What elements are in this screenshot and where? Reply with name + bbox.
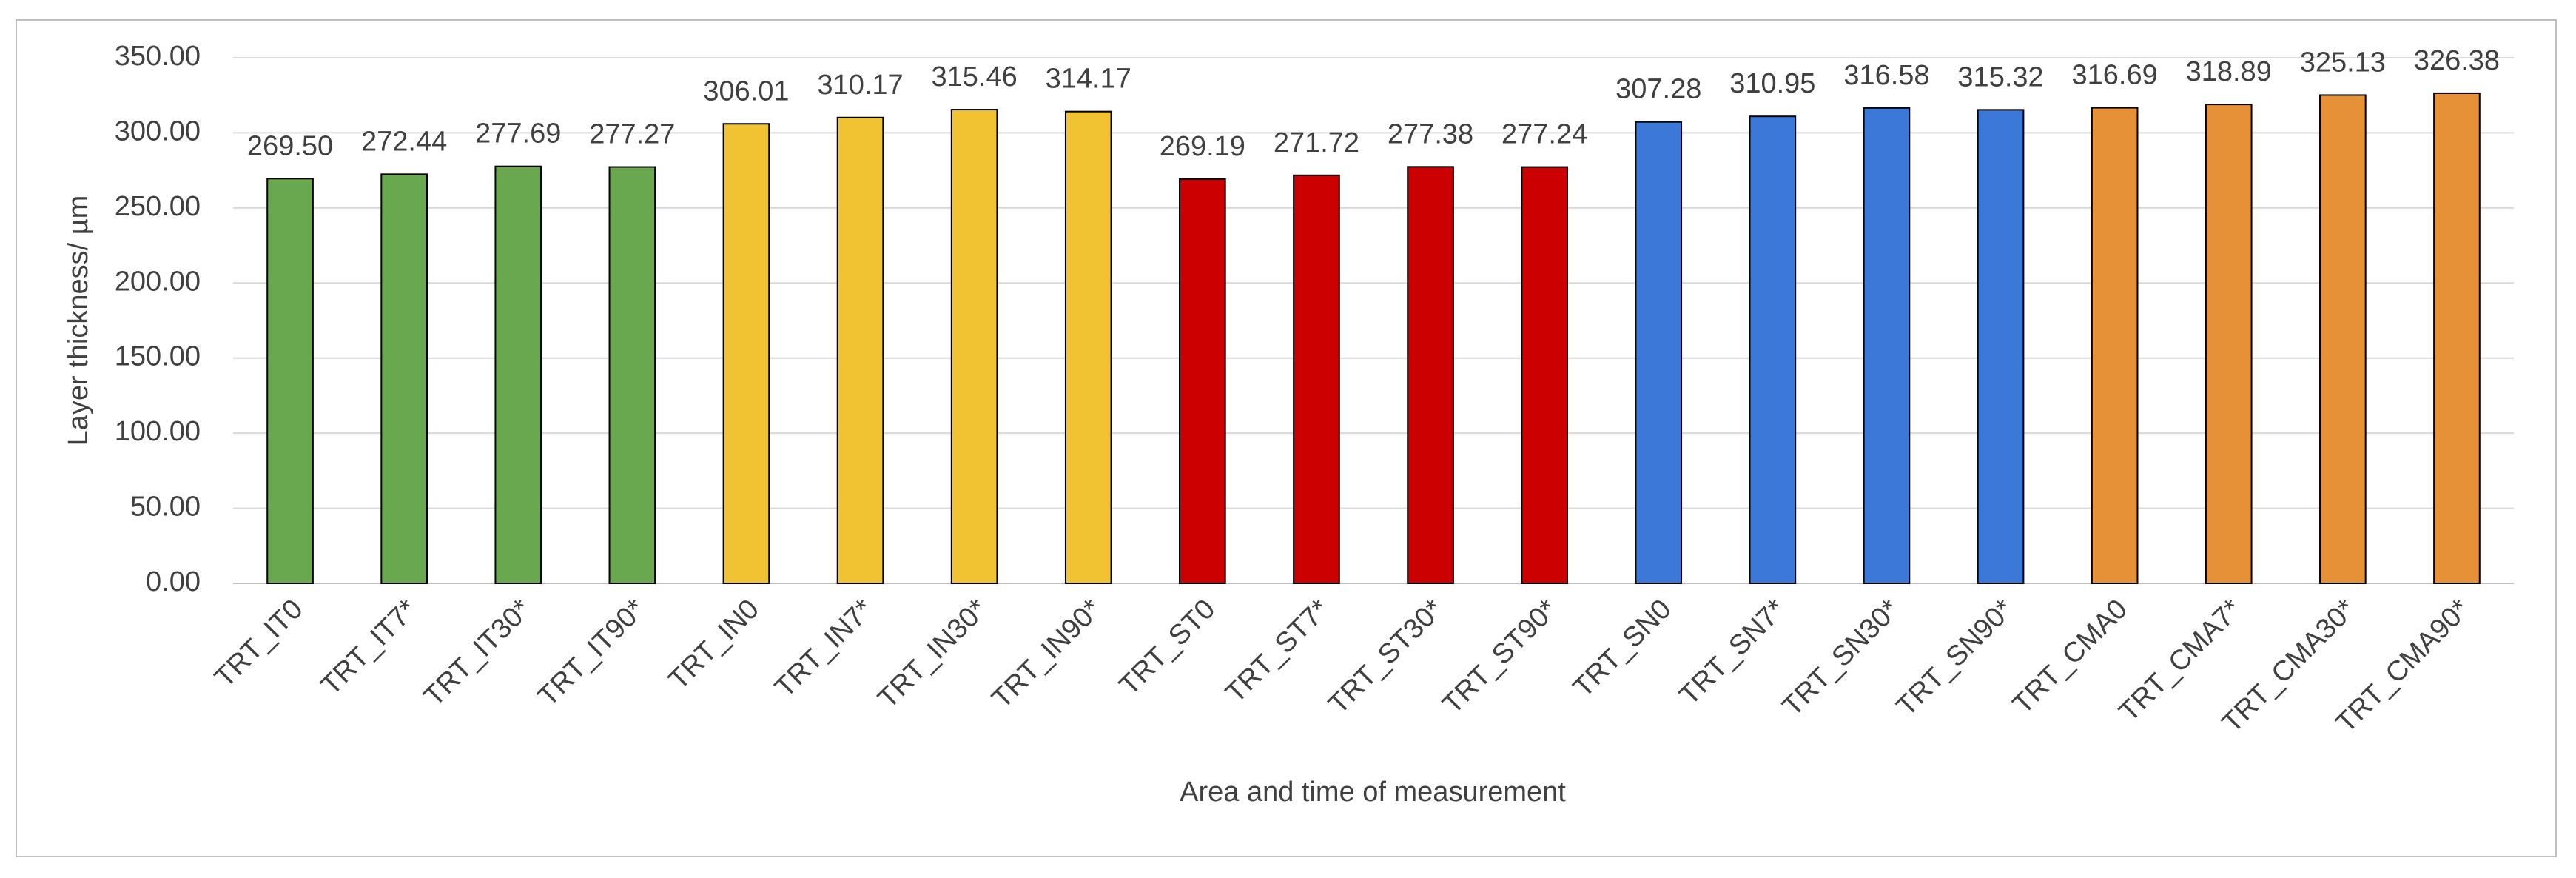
bar [2205,104,2253,584]
bar [1863,107,1911,584]
value-label: 314.17 [1046,64,1131,95]
value-label: 310.17 [817,70,903,101]
bar [2319,94,2367,585]
bar [1064,110,1112,584]
value-label: 325.13 [2300,47,2386,78]
bar [722,123,770,584]
bar [494,165,542,585]
y-tick-label: 350.00 [115,41,201,72]
bar [1635,121,1683,584]
bar [608,166,656,584]
y-tick-label: 50.00 [130,492,201,523]
value-label: 272.44 [361,126,447,157]
bar [1521,166,1568,584]
value-label: 277.69 [475,118,561,150]
y-tick-label: 300.00 [115,115,201,147]
value-label: 306.01 [703,76,789,107]
value-label: 316.58 [1843,60,1929,91]
value-label: 310.95 [1729,68,1815,99]
value-label: 316.69 [2072,60,2158,91]
y-tick-label: 250.00 [115,191,201,222]
value-label: 269.19 [1160,131,1245,162]
y-tick-label: 150.00 [115,341,201,372]
y-tick-label: 100.00 [115,416,201,447]
bar [836,116,884,585]
value-label: 326.38 [2414,45,2500,76]
x-axis-title: Area and time of measurement [1180,777,1566,808]
value-label: 277.38 [1388,118,1473,150]
bar [2433,92,2481,584]
value-label: 318.89 [2186,56,2272,87]
value-label: 271.72 [1274,127,1359,158]
value-label: 269.50 [247,130,333,161]
bar [1749,115,1797,585]
bar [1293,174,1340,584]
bar [1977,109,2025,585]
y-axis-title: Layer thickness/ µm [63,195,94,446]
bar [1179,178,1226,585]
value-label: 307.28 [1615,74,1701,105]
bar [266,178,314,585]
value-label: 315.32 [1957,61,2043,93]
y-tick-label: 0.00 [146,566,201,597]
y-tick-label: 200.00 [115,266,201,297]
value-label: 315.46 [932,61,1018,93]
bar [2091,107,2139,584]
bar [1407,166,1454,584]
value-label: 277.27 [589,119,675,150]
bar [380,173,428,584]
value-label: 277.24 [1501,119,1587,150]
bar [950,109,998,585]
